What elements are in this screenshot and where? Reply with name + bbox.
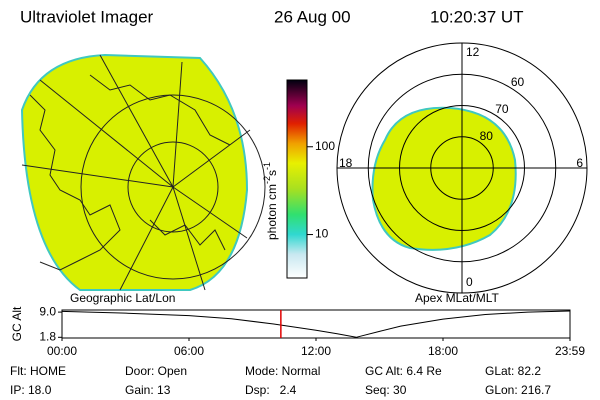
x-tick-label: 18:00 (428, 344, 458, 358)
status: Flt: HOME Door: Open Mode: Normal GC Alt: 6… (10, 364, 551, 397)
label-part: -1 (262, 162, 272, 170)
colorbar-label: photon cm-2s-1 (262, 162, 279, 240)
mlt-label: 6 (576, 156, 583, 170)
colorbar-tick-label: 10 (315, 227, 329, 241)
label-part: s (265, 170, 279, 176)
timeline-ylabel: GC Alt (10, 306, 24, 341)
time: 10:20:37 UT (430, 7, 524, 26)
colorbar-tick-label: 100 (315, 139, 335, 153)
status-field: IP: 18.0 (10, 383, 52, 397)
title: Ultraviolet Imager (20, 7, 154, 26)
status-field: Mode: Normal (245, 364, 320, 378)
status-field: Door: Open (125, 364, 187, 378)
x-tick-label: 00:00 (47, 344, 77, 358)
y-tick-label: 9.0 (39, 304, 56, 318)
polar-caption: Apex MLat/MLT (415, 291, 499, 305)
lat-label: 70 (495, 102, 509, 116)
x-tick-label: 06:00 (174, 344, 204, 358)
altitude-curve (61, 310, 571, 338)
y-tick-label: 1.8 (39, 329, 56, 343)
date: 26 Aug 00 (274, 7, 351, 26)
label-part: -2 (262, 176, 272, 184)
status-field: Flt: HOME (10, 364, 66, 378)
label-part: photon cm (265, 184, 279, 240)
timeline: 9.0 1.800:00 06:00 12:00 18:00 23:59 (39, 304, 585, 358)
lat-label: 80 (480, 129, 494, 143)
mlt-label: 12 (466, 45, 480, 59)
status-field: GC Alt: 6.4 Re (365, 364, 442, 378)
status-field: GLat: 82.2 (485, 364, 541, 378)
mlt-label: 18 (339, 156, 353, 170)
map-caption: Geographic Lat/Lon (70, 291, 175, 305)
status-field: Dsp: 2.4 (245, 383, 297, 397)
colorbar (286, 79, 308, 279)
geo-map (20, 53, 266, 291)
status-field: Seq: 30 (365, 383, 407, 397)
lat-label: 60 (511, 75, 525, 89)
status-field: Gain: 13 (125, 383, 171, 397)
mlt-label: 0 (466, 275, 473, 289)
status-field: GLon: 216.7 (485, 383, 551, 397)
x-tick-label: 12:00 (301, 344, 331, 358)
x-tick-label: 23:59 (555, 344, 585, 358)
